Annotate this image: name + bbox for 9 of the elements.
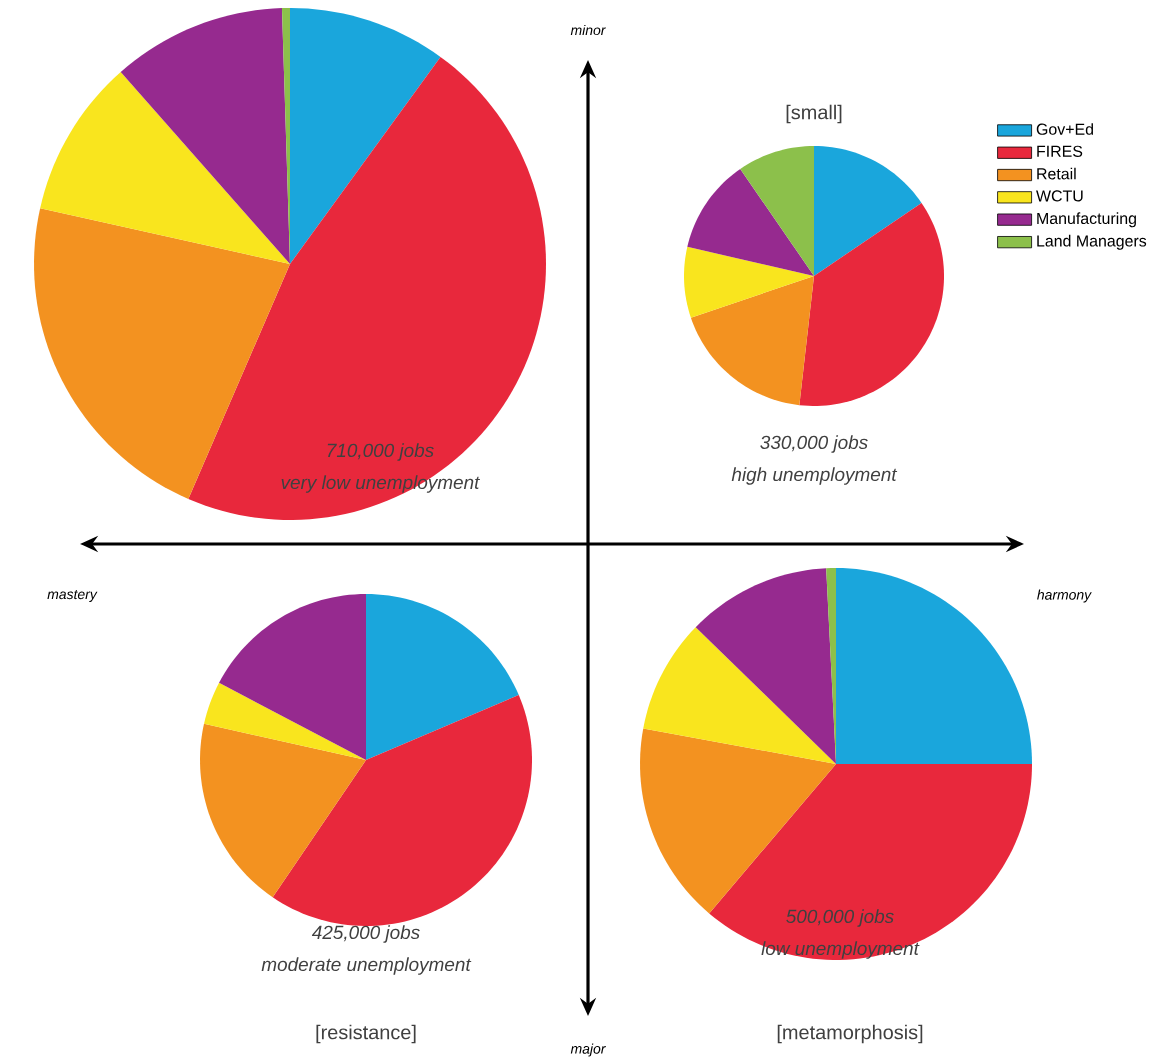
text: 425,000 jobs <box>311 925 420 943</box>
chart-title: [small] <box>786 104 842 124</box>
text: 500,000 jobs <box>786 909 894 927</box>
text: 710,000 jobs <box>327 443 434 461</box>
text: [metamorphosis] <box>777 1024 923 1044</box>
text: high unemployment <box>731 467 898 485</box>
text: 330,000 jobs <box>760 435 868 453</box>
text: moderate unemployment <box>261 957 472 975</box>
text: [resistance] <box>316 1024 416 1044</box>
